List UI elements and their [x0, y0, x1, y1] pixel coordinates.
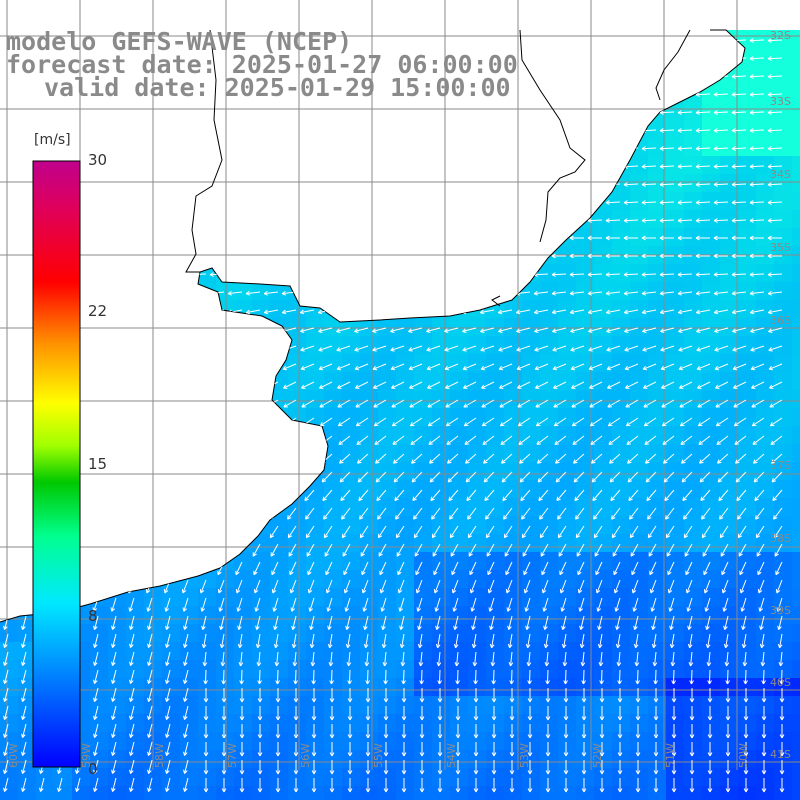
- lon-label-56w: 56W: [299, 743, 312, 768]
- wind-speed-field: [0, 30, 800, 800]
- lat-label-37s: 37S: [770, 459, 791, 472]
- lon-label-60w: 60W: [7, 743, 20, 768]
- lon-label-58w: 58W: [153, 743, 166, 768]
- colorbar: [32, 160, 81, 768]
- lat-label-36s: 36S: [770, 314, 791, 327]
- model-title: modelo GEFS-WAVE (NCEP): [6, 27, 353, 56]
- forecast-date: forecast date: 2025-01-27 06:00:00: [6, 50, 518, 79]
- valid-date: valid date: 2025-01-29 15:00:00: [44, 73, 511, 102]
- lat-label-32s: 32S: [770, 29, 791, 42]
- lon-label-55w: 55W: [372, 743, 385, 768]
- lon-label-51w: 51W: [664, 743, 677, 768]
- lon-label-54w: 54W: [445, 743, 458, 768]
- lat-label-34s: 34S: [770, 168, 791, 181]
- colorbar-tick-15: 15: [88, 455, 108, 473]
- lat-label-41s: 41S: [770, 748, 791, 761]
- colorbar-tick-30: 30: [88, 151, 108, 169]
- lat-label-33s: 33S: [770, 95, 791, 108]
- lon-label-52w: 52W: [591, 743, 604, 768]
- colorbar-tick-0: 0: [88, 760, 98, 778]
- lon-label-59w: 59W: [80, 743, 93, 768]
- lat-label-35s: 35S: [770, 241, 791, 254]
- lat-label-38s: 38S: [770, 532, 791, 545]
- lat-label-39s: 39S: [770, 604, 791, 617]
- colorbar-tick-8: 8: [88, 607, 98, 625]
- lon-label-53w: 53W: [518, 743, 531, 768]
- colorbar-unit: [m/s]: [34, 132, 71, 148]
- coastline: [0, 29, 746, 623]
- lon-label-57w: 57W: [226, 743, 239, 768]
- colorbar-tick-22: 22: [88, 302, 108, 320]
- lon-label-50w: 50W: [737, 743, 750, 768]
- lat-label-40s: 40S: [770, 676, 791, 689]
